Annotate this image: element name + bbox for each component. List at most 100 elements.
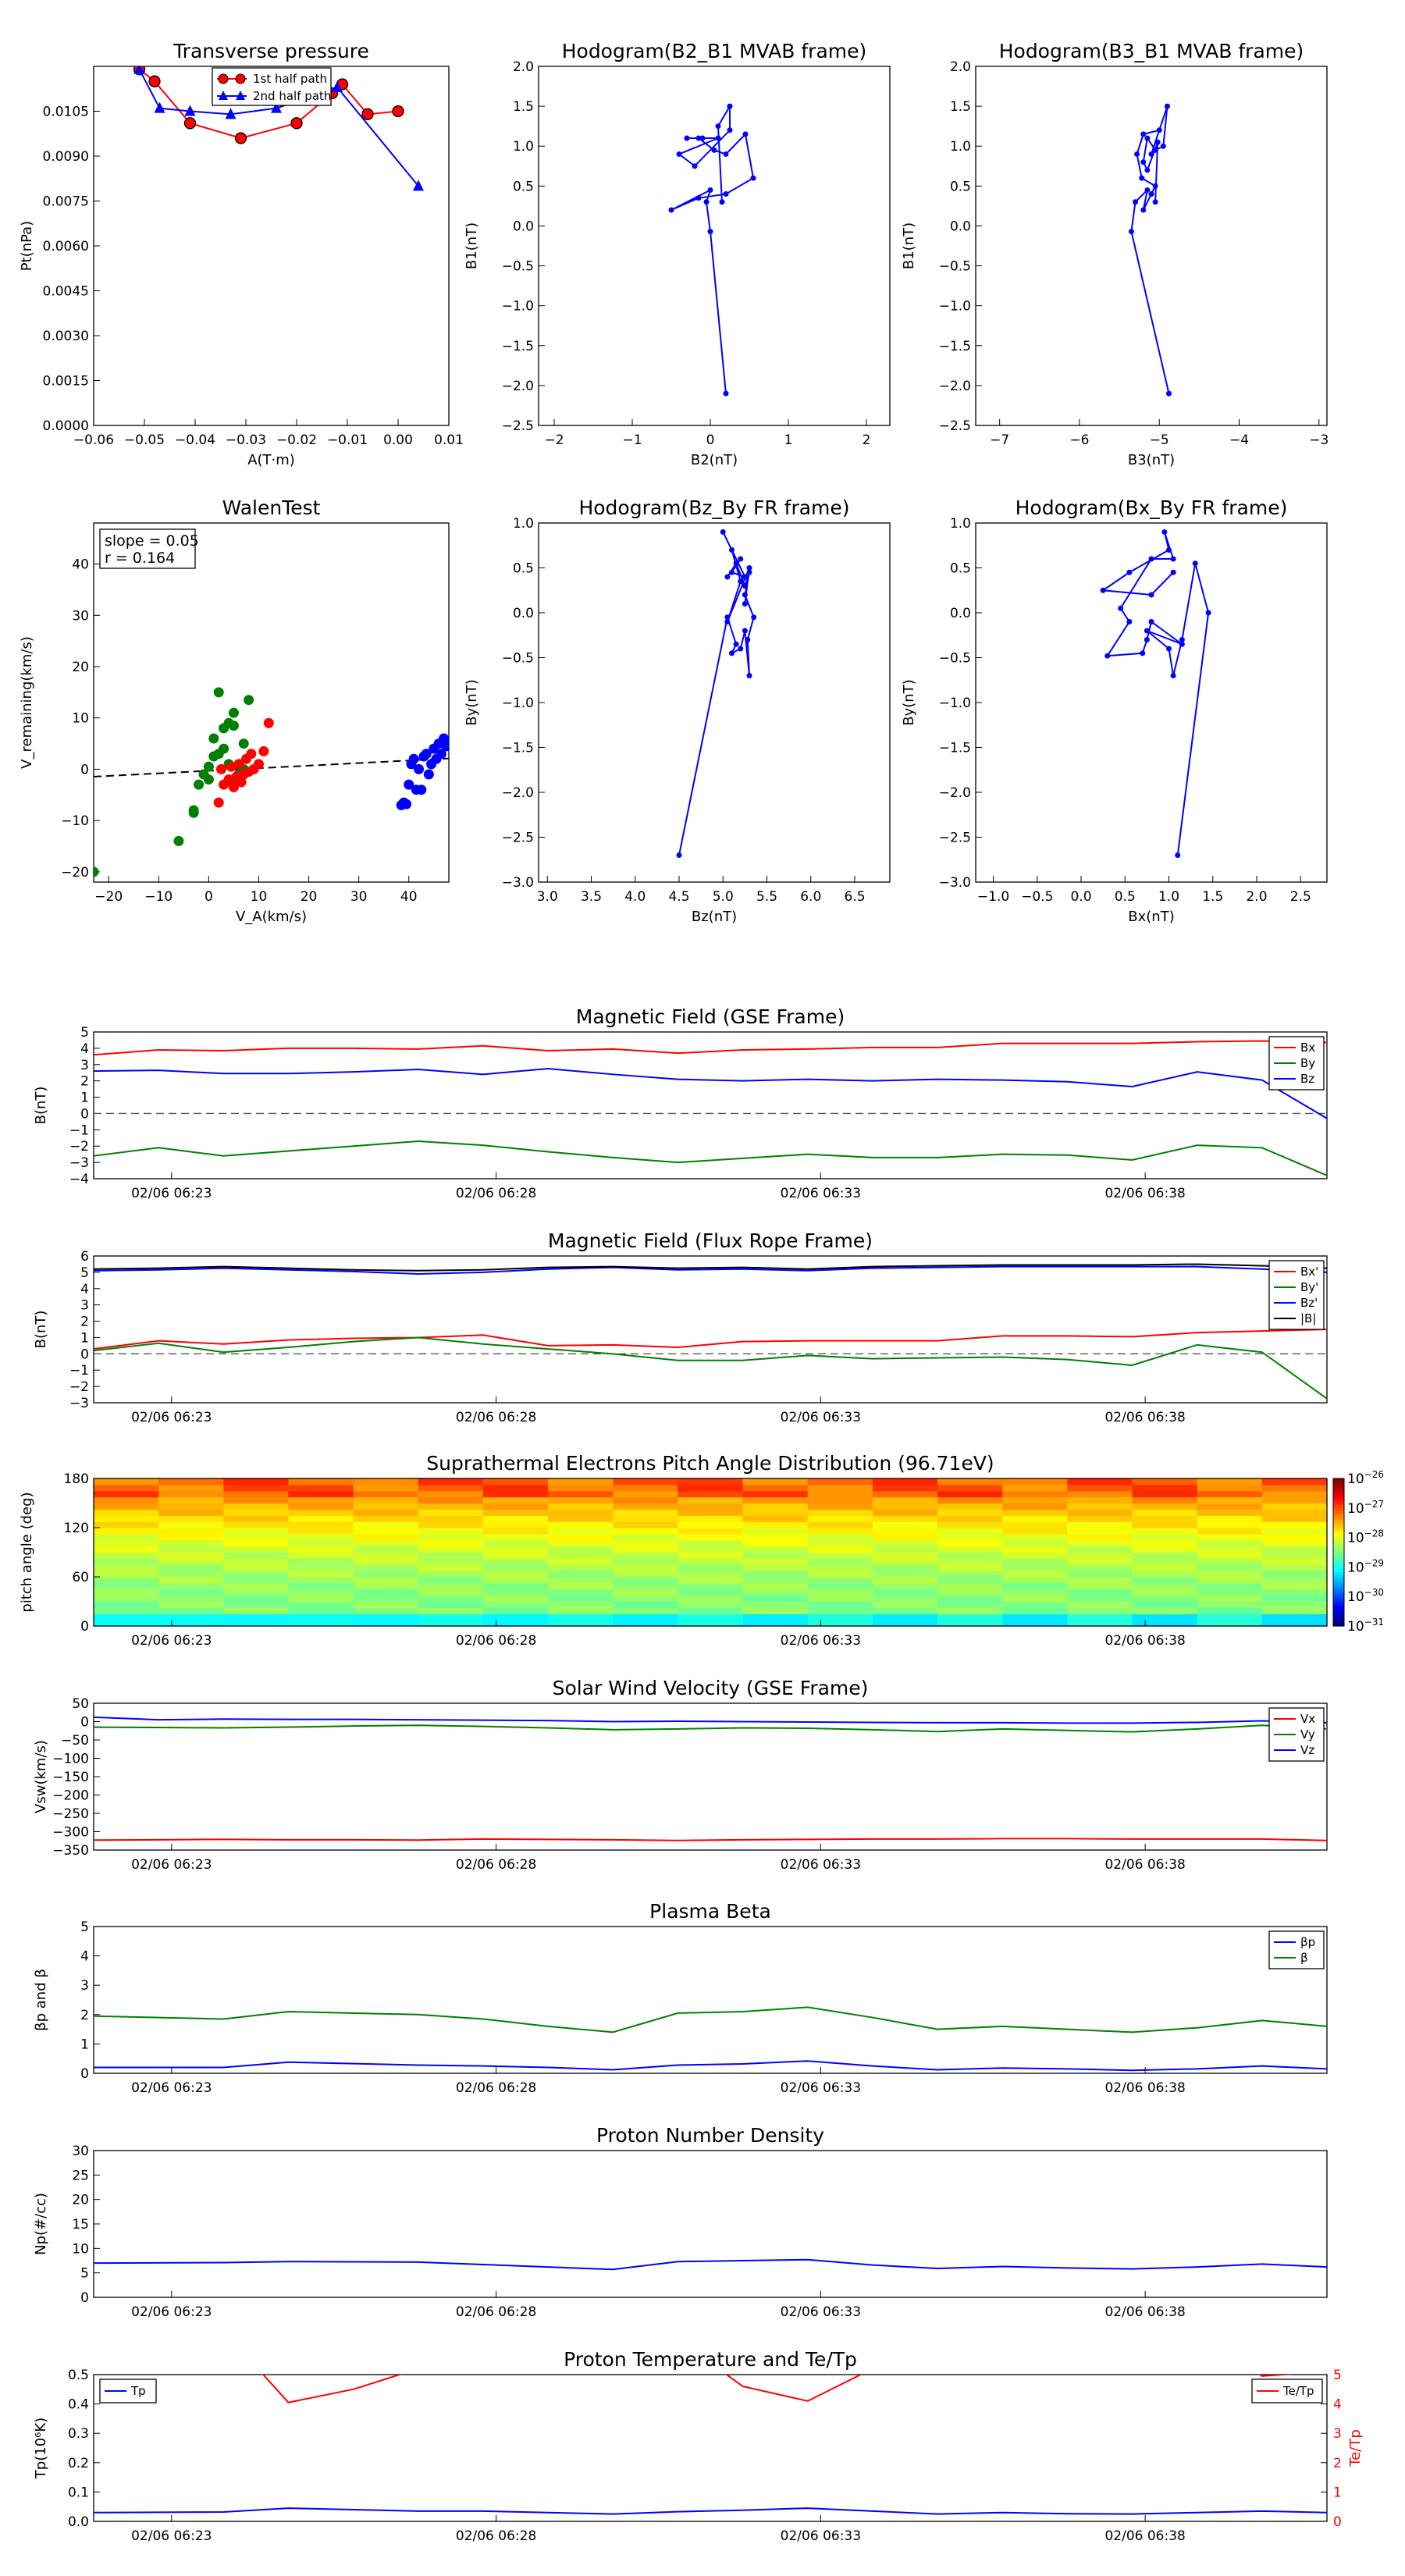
y-axis-label: By(nT) xyxy=(464,679,480,725)
heatmap-cell xyxy=(353,1509,419,1516)
heatmap-cell xyxy=(1197,1607,1263,1614)
y-axis-label: B1(nT) xyxy=(464,222,480,269)
series-line-|B| xyxy=(94,1263,1327,1272)
x-tick-label: 02/06 06:28 xyxy=(456,2080,536,2096)
heatmap-cell xyxy=(872,1546,938,1553)
chart-title: Proton Number Density xyxy=(596,2124,824,2147)
heatmap-cell xyxy=(1002,1521,1068,1528)
colorbar-segment xyxy=(1333,1500,1344,1504)
x-tick-label: 40 xyxy=(400,889,418,905)
y-tick-label: −1.5 xyxy=(939,741,971,756)
colorbar-segment xyxy=(1333,1577,1344,1580)
y-tick-label: −0.5 xyxy=(502,651,534,667)
y-tick-label: −1.0 xyxy=(502,299,534,315)
heatmap-cell xyxy=(482,1601,549,1608)
heatmap-cell xyxy=(613,1558,679,1565)
heatmap-cell xyxy=(807,1533,873,1541)
x-tick-label: 0.00 xyxy=(383,432,413,448)
heatmap-cell xyxy=(872,1589,938,1596)
heatmap-cell xyxy=(482,1478,549,1485)
heatmap-cell xyxy=(158,1503,224,1510)
y-tick-label: 40 xyxy=(72,557,89,573)
colorbar-segment xyxy=(1333,1507,1344,1511)
heatmap-cell xyxy=(678,1558,744,1565)
x-tick-label: 02/06 06:38 xyxy=(1104,2528,1185,2544)
data-point xyxy=(729,650,735,656)
heatmap-cell xyxy=(353,1546,419,1553)
y-axis-label: B(nT) xyxy=(33,1087,49,1125)
colorbar-segment xyxy=(1333,1552,1344,1556)
colorbar-segment xyxy=(1333,1539,1344,1543)
legend-label: Te/Tp xyxy=(1282,2384,1314,2398)
colorbar-tick-label: 10−27 xyxy=(1347,1499,1384,1517)
data-point xyxy=(413,180,424,191)
y-axis-label: pitch angle (deg) xyxy=(19,1492,35,1612)
data-point xyxy=(738,646,744,652)
heatmap-cell xyxy=(94,1601,159,1608)
heatmap-cell xyxy=(418,1484,484,1492)
legend-box xyxy=(1251,2379,1323,2403)
heatmap-cell xyxy=(807,1620,873,1627)
series-line-Bx xyxy=(94,1040,1327,1056)
data-point xyxy=(1140,159,1147,165)
heatmap-cell xyxy=(937,1595,1003,1603)
heatmap-cell xyxy=(1132,1546,1198,1553)
heatmap-cell xyxy=(288,1564,354,1571)
chart-title: Magnetic Field (Flux Rope Frame) xyxy=(548,1229,873,1252)
x-tick-label: 0.01 xyxy=(434,432,464,448)
y-tick-label: −1 xyxy=(69,1363,89,1379)
data-point xyxy=(720,529,726,535)
colorbar-segment xyxy=(1333,1614,1344,1617)
heatmap-cell xyxy=(548,1589,614,1596)
x-tick-label: 02/06 06:23 xyxy=(131,1857,212,1873)
x-tick-label: 30 xyxy=(350,889,368,905)
heatmap-cell xyxy=(742,1509,809,1516)
legend-label: Bz xyxy=(1300,1072,1314,1086)
colorbar-segment xyxy=(1333,1562,1344,1565)
x-tick-label: 02/06 06:38 xyxy=(1104,2080,1185,2096)
colorbar-segment xyxy=(1333,1530,1344,1533)
heatmap-cell xyxy=(94,1521,159,1528)
heatmap-cell xyxy=(158,1601,224,1608)
heatmap-cell xyxy=(1067,1589,1133,1596)
y-tick-label: −2.5 xyxy=(502,418,534,434)
heatmap-cell xyxy=(872,1601,938,1608)
heatmap-cell xyxy=(937,1484,1003,1492)
legend-label: Bx xyxy=(1300,1041,1315,1055)
data-point xyxy=(742,583,748,589)
heatmap-cell xyxy=(872,1552,938,1559)
heatmap-cell xyxy=(353,1571,419,1578)
heatmap-cell xyxy=(353,1539,419,1547)
heatmap-cell xyxy=(872,1614,938,1621)
x-tick-label: −0.02 xyxy=(276,432,317,448)
colorbar-tick-base: 10 xyxy=(1347,1501,1364,1517)
plot-area xyxy=(94,2006,1327,2072)
legend-label: β xyxy=(1300,1951,1308,1965)
heatmap-cell xyxy=(482,1552,549,1559)
colorbar-tick-exponent: −30 xyxy=(1364,1587,1384,1598)
colorbar-segment xyxy=(1333,1547,1344,1550)
x-axis-label: B3(nT) xyxy=(1128,452,1175,468)
axes-frame xyxy=(975,66,1328,426)
x-tick-label: 02/06 06:33 xyxy=(781,2304,861,2320)
heatmap-cell xyxy=(94,1484,159,1492)
heatmap-cell xyxy=(807,1589,873,1596)
colorbar-segment xyxy=(1333,1603,1344,1607)
heatmap-cell xyxy=(872,1577,938,1584)
data-point xyxy=(1166,390,1172,397)
colorbar-segment xyxy=(1333,1586,1344,1590)
heatmap-cell xyxy=(742,1552,809,1559)
heatmap-cell xyxy=(223,1589,290,1596)
heatmap-cell xyxy=(1132,1607,1198,1614)
heatmap-cell xyxy=(288,1582,354,1590)
data-point xyxy=(676,151,682,157)
y-tick-label: 5 xyxy=(80,1025,89,1041)
heatmap-cell xyxy=(1132,1496,1198,1504)
heatmap-cell xyxy=(1261,1571,1328,1578)
colorbar-segment xyxy=(1333,1503,1344,1507)
y-tick-label: 1.5 xyxy=(513,99,534,115)
heatmap-cell xyxy=(807,1564,873,1571)
heatmap-cell xyxy=(288,1509,354,1516)
heatmap-cell xyxy=(1002,1546,1068,1553)
